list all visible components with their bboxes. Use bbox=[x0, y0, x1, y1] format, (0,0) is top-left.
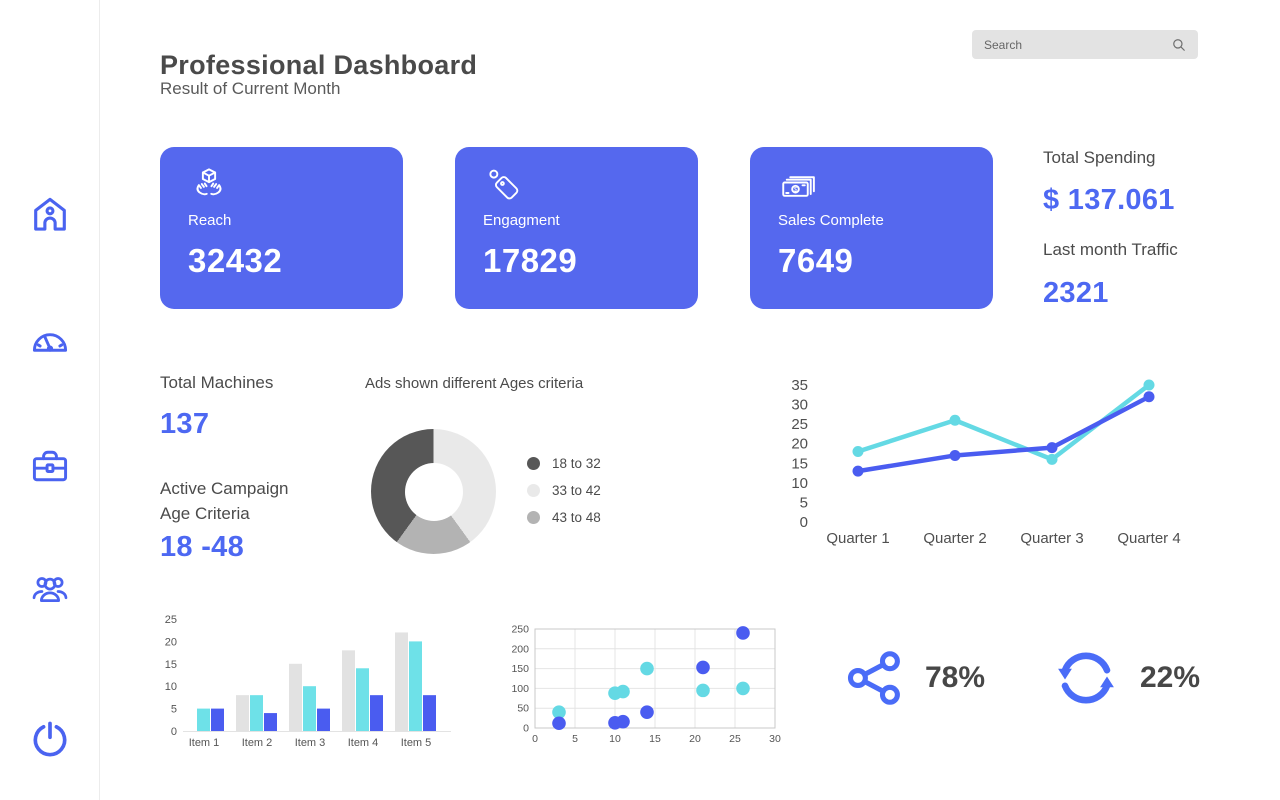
legend-item: 33 to 42 bbox=[527, 477, 601, 504]
total-machines-value: 137 bbox=[160, 408, 210, 440]
refresh-stat: 22% bbox=[1050, 642, 1200, 714]
search-box[interactable] bbox=[972, 30, 1198, 59]
svg-text:0: 0 bbox=[523, 723, 529, 735]
sidebar bbox=[0, 0, 100, 800]
svg-text:Item 1: Item 1 bbox=[189, 737, 220, 749]
search-icon[interactable] bbox=[1170, 36, 1188, 54]
svg-text:5: 5 bbox=[572, 733, 578, 745]
svg-text:Quarter 4: Quarter 4 bbox=[1117, 530, 1180, 547]
active-campaign-value: 18 -48 bbox=[160, 531, 245, 563]
svg-text:5: 5 bbox=[800, 494, 808, 511]
legend-dot bbox=[527, 457, 540, 470]
kpi-card-value: 17829 bbox=[483, 242, 578, 279]
svg-text:Quarter 1: Quarter 1 bbox=[826, 530, 889, 547]
active-campaign-label-line1: Active Campaign bbox=[160, 479, 289, 498]
legend-label: 43 to 48 bbox=[552, 510, 601, 525]
svg-text:10: 10 bbox=[609, 733, 621, 745]
legend-item: 43 to 48 bbox=[527, 504, 601, 531]
svg-text:0: 0 bbox=[171, 726, 177, 738]
page-subtitle: Result of Current Month bbox=[160, 79, 341, 98]
svg-text:Quarter 3: Quarter 3 bbox=[1020, 530, 1083, 547]
svg-text:15: 15 bbox=[165, 659, 177, 671]
total-machines-label: Total Machines bbox=[160, 373, 274, 392]
share-stat-value: 78% bbox=[925, 661, 986, 694]
page-title: Professional Dashboard bbox=[160, 50, 478, 81]
svg-text:20: 20 bbox=[165, 636, 177, 648]
last-month-traffic-label: Last month Traffic bbox=[1043, 240, 1178, 259]
donut-chart-title: Ads shown different Ages criteria bbox=[365, 375, 584, 392]
donut-hole bbox=[404, 462, 463, 521]
kpi-card-value: 7649 bbox=[778, 242, 854, 279]
banknotes-icon: $ bbox=[778, 165, 820, 207]
refresh-stat-value: 22% bbox=[1140, 661, 1201, 694]
total-spending-value: $ 137.061 bbox=[1043, 184, 1175, 216]
total-spending-label: Total Spending bbox=[1043, 148, 1156, 167]
kpi-card-reach: Reach 32432 bbox=[160, 147, 403, 309]
svg-text:$: $ bbox=[794, 187, 798, 193]
svg-text:250: 250 bbox=[511, 624, 529, 636]
kpi-card-value: 32432 bbox=[188, 242, 283, 279]
svg-text:200: 200 bbox=[511, 643, 529, 655]
users-icon[interactable] bbox=[28, 568, 72, 612]
svg-text:35: 35 bbox=[791, 377, 808, 394]
svg-text:25: 25 bbox=[165, 614, 177, 626]
hands-box-icon bbox=[188, 165, 230, 207]
legend-label: 18 to 32 bbox=[552, 456, 601, 471]
home-icon[interactable] bbox=[28, 192, 72, 236]
svg-text:Item 5: Item 5 bbox=[401, 737, 432, 749]
legend-label: 33 to 42 bbox=[552, 483, 601, 498]
gauge-icon[interactable] bbox=[28, 320, 72, 364]
svg-text:0: 0 bbox=[800, 514, 808, 531]
kpi-card-engagement: Engagment 17829 bbox=[455, 147, 698, 309]
scatter-chart: 0 50 100 150 200 250 0 5 10 15 20 25 30 bbox=[511, 624, 781, 746]
svg-text:Item 4: Item 4 bbox=[348, 737, 379, 749]
price-tag-icon bbox=[483, 165, 525, 207]
svg-text:Item 2: Item 2 bbox=[242, 737, 273, 749]
items-bar-chart: 0 5 10 15 20 25 Item 1 Item 2 Item 3 Item 4 Item 5 bbox=[165, 614, 451, 749]
briefcase-icon[interactable] bbox=[28, 444, 72, 488]
svg-text:20: 20 bbox=[689, 733, 701, 745]
kpi-card-label: Engagment bbox=[483, 212, 560, 229]
refresh-icon bbox=[1050, 642, 1122, 714]
ages-donut-chart bbox=[371, 429, 496, 554]
kpi-card-label: Sales Complete bbox=[778, 212, 884, 229]
svg-text:20: 20 bbox=[791, 436, 808, 453]
svg-text:30: 30 bbox=[791, 397, 808, 414]
quarterly-line-chart: 0 5 10 15 20 25 30 35 Quarter 1 Quarter 2 Quarter … bbox=[791, 377, 1180, 547]
svg-text:0: 0 bbox=[532, 733, 538, 745]
active-campaign-label-line2: Age Criteria bbox=[160, 504, 250, 523]
svg-text:50: 50 bbox=[517, 703, 529, 715]
kpi-card-label: Reach bbox=[188, 212, 232, 229]
svg-text:10: 10 bbox=[165, 681, 177, 693]
donut-legend: 18 to 32 33 to 42 43 to 48 bbox=[527, 450, 601, 531]
last-month-traffic-value: 2321 bbox=[1043, 277, 1109, 309]
kpi-card-sales: $ Sales Complete 7649 bbox=[750, 147, 993, 309]
legend-item: 18 to 32 bbox=[527, 450, 601, 477]
svg-text:30: 30 bbox=[769, 733, 781, 745]
search-input[interactable] bbox=[982, 36, 1170, 53]
svg-text:25: 25 bbox=[729, 733, 741, 745]
svg-text:100: 100 bbox=[511, 683, 529, 695]
svg-text:25: 25 bbox=[791, 416, 808, 433]
svg-text:150: 150 bbox=[511, 663, 529, 675]
share-stat: 78% bbox=[843, 646, 985, 710]
legend-dot bbox=[527, 484, 540, 497]
svg-text:10: 10 bbox=[791, 475, 808, 492]
legend-dot bbox=[527, 511, 540, 524]
power-icon[interactable] bbox=[28, 718, 72, 762]
share-icon bbox=[843, 646, 907, 710]
svg-text:Item 3: Item 3 bbox=[295, 737, 326, 749]
svg-text:5: 5 bbox=[171, 704, 177, 716]
svg-text:15: 15 bbox=[649, 733, 661, 745]
svg-text:Quarter 2: Quarter 2 bbox=[923, 530, 986, 547]
svg-text:15: 15 bbox=[791, 455, 808, 472]
